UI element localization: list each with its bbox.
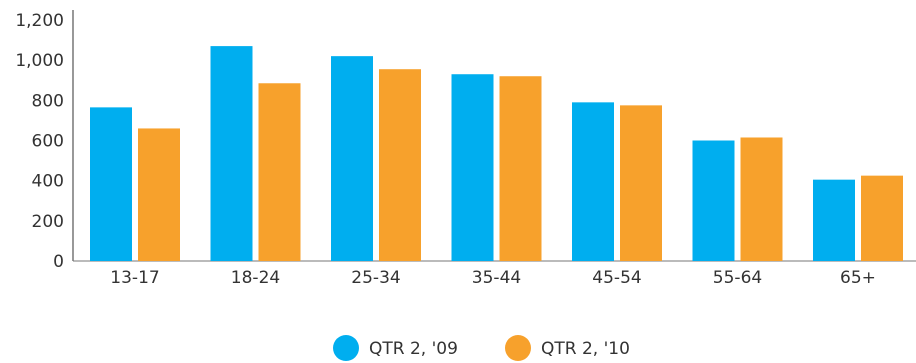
bar-series-1-65- <box>813 179 855 261</box>
x-tick-label: 35-44 <box>472 268 521 288</box>
x-tick-label: 65+ <box>840 268 876 288</box>
x-axis: 13-17 18-24 25-34 35-44 45-54 55-64 65+ <box>73 260 916 288</box>
x-tick-label: 13-17 <box>110 268 159 288</box>
bar-series-1-55-64 <box>692 140 735 261</box>
legend-swatch-2 <box>505 335 531 361</box>
x-tick-label: 18-24 <box>231 268 280 288</box>
y-tick-label: 400 <box>32 172 64 192</box>
y-tick-label: 0 <box>53 252 64 272</box>
legend-swatch-1 <box>333 335 359 361</box>
y-tick-label: 600 <box>32 132 64 152</box>
x-tick-label: 25-34 <box>351 268 400 288</box>
bars <box>90 46 903 262</box>
legend-label-1: QTR 2, '09 <box>369 339 458 359</box>
y-tick-label: 1,200 <box>15 11 64 31</box>
bar-series-2-65- <box>861 175 903 261</box>
bar-series-2-13-17 <box>138 128 180 261</box>
y-tick-label: 200 <box>32 212 64 232</box>
bar-series-1-35-44 <box>451 74 494 261</box>
bar-series-2-25-34 <box>379 69 421 262</box>
legend-label-2: QTR 2, '10 <box>541 339 630 359</box>
bar-series-1-25-34 <box>331 56 373 262</box>
bar-series-2-45-54 <box>620 105 662 262</box>
y-axis: 0 200 400 600 800 1,000 1,200 <box>15 10 74 272</box>
y-tick-labels: 0 200 400 600 800 1,000 1,200 <box>15 11 64 272</box>
bar-series-2-55-64 <box>740 137 783 261</box>
bar-series-1-18-24 <box>210 46 253 261</box>
bar-series-2-35-44 <box>499 76 542 261</box>
bar-series-2-18-24 <box>258 83 301 261</box>
y-tick-label: 800 <box>32 91 64 111</box>
x-tick-label: 45-54 <box>592 268 641 288</box>
y-tick-label: 1,000 <box>15 51 64 71</box>
bar-series-1-45-54 <box>572 102 614 261</box>
legend: QTR 2, '09 QTR 2, '10 <box>333 335 630 361</box>
x-tick-labels: 13-17 18-24 25-34 35-44 45-54 55-64 65+ <box>110 268 876 288</box>
x-tick-label: 55-64 <box>713 268 762 288</box>
bar-series-1-13-17 <box>90 107 132 261</box>
